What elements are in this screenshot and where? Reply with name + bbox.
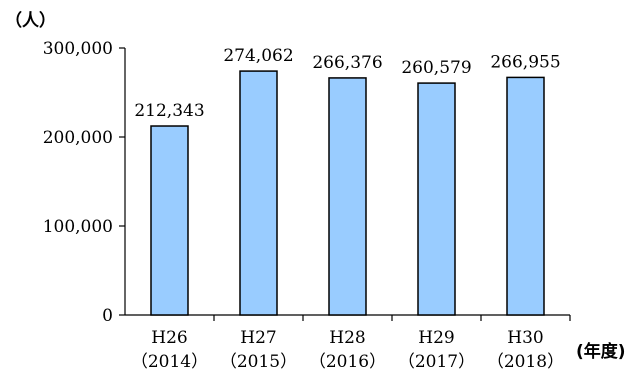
y-tick-label: 200,000 [43,128,113,148]
bar [418,83,455,315]
bar [240,71,277,315]
bar-value-label: 274,062 [223,46,293,66]
x-tick-sublabel: （2016） [309,352,386,372]
x-tick-sublabel: （2015） [220,352,297,372]
bar [507,77,544,315]
x-tick-label: H30 [507,328,543,348]
x-tick-sublabel: （2017） [398,352,475,372]
x-tick-label: H26 [151,328,187,348]
x-tick-label: H27 [240,328,276,348]
bar-value-label: 266,955 [490,52,560,72]
bar-value-label: 266,376 [312,53,382,73]
x-tick-label: H28 [329,328,365,348]
chart-labels: 0 100,000 200,000 300,000 212,343 H26 （2014） 27… [43,39,564,372]
y-axis-unit-label: （人） [5,10,56,31]
x-tick-sublabel: （2018） [487,352,564,372]
y-tick-label: 100,000 [43,217,113,237]
bar-value-label: 212,343 [134,101,204,121]
y-tick-label: 0 [102,306,113,326]
bar [329,78,366,315]
bar-value-label: 260,579 [401,58,471,78]
bar [151,126,188,315]
x-axis-unit-label: (年度) [576,341,626,362]
chart-bars [151,71,544,315]
x-tick-sublabel: （2014） [131,352,208,372]
x-tick-label: H29 [418,328,454,348]
y-tick-label: 300,000 [43,39,113,59]
